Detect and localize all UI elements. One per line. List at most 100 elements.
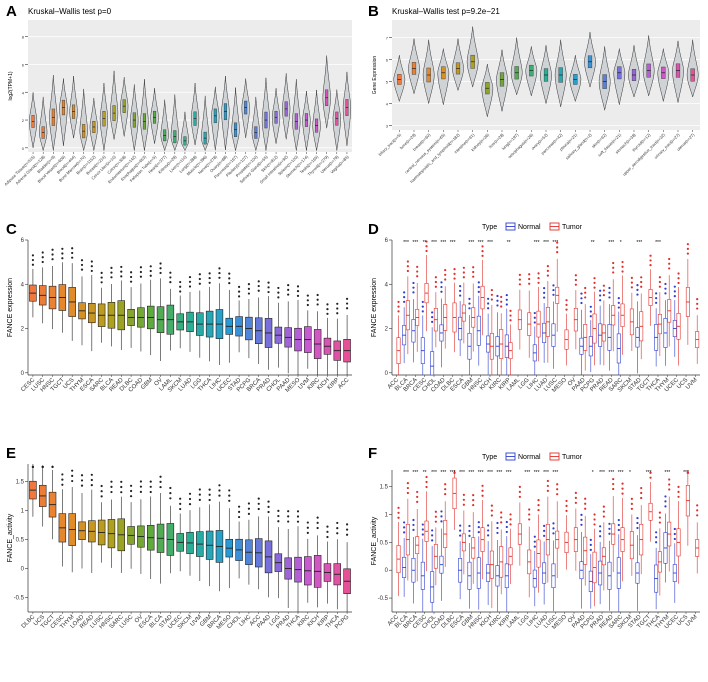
- y-axis-label: FANCE_activity: [371, 516, 378, 565]
- legend-title: Type: [482, 224, 497, 231]
- outlier: [584, 296, 587, 299]
- outlier: [459, 534, 462, 537]
- outlier: [431, 311, 434, 314]
- outlier: [468, 524, 471, 528]
- outlier: [316, 521, 319, 524]
- outlier: [434, 510, 437, 513]
- outlier: [617, 306, 620, 309]
- outlier: [218, 271, 221, 275]
- outlier: [599, 294, 602, 297]
- outlier: [677, 281, 680, 285]
- outlier: [552, 522, 555, 525]
- outlier: [556, 488, 559, 491]
- outlier: [630, 286, 633, 289]
- outlier: [589, 543, 592, 546]
- legend-title: Type: [482, 454, 497, 461]
- outlier: [537, 272, 540, 275]
- outlier: [658, 516, 661, 519]
- outlier: [277, 296, 280, 299]
- outlier: [31, 263, 35, 266]
- outlier: [518, 490, 521, 493]
- significance-label: ***: [487, 240, 493, 246]
- outlier: [198, 282, 201, 285]
- outlier: [444, 278, 447, 281]
- outlier: [31, 258, 35, 262]
- outlier: [149, 490, 152, 494]
- outlier: [655, 536, 658, 539]
- outlier: [129, 275, 133, 279]
- outlier: [552, 288, 555, 292]
- outlier: [421, 533, 424, 536]
- y-tick-label: 6: [21, 238, 25, 244]
- outlier: [655, 292, 658, 295]
- outlier: [406, 265, 409, 268]
- outlier: [51, 258, 54, 261]
- outlier: [621, 487, 624, 490]
- significance-label: ***: [534, 470, 540, 476]
- outlier: [316, 293, 319, 297]
- y-axis-label: FANCE expression: [7, 278, 14, 337]
- outlier: [425, 240, 428, 243]
- outlier: [500, 521, 503, 524]
- box: [430, 351, 435, 376]
- y-axis-label: log2(TPM+1): [8, 71, 14, 100]
- outlier: [487, 307, 490, 310]
- outlier: [574, 501, 577, 504]
- outlier: [287, 515, 290, 518]
- x-tick-label: biliary_tract(n=5): [377, 132, 402, 157]
- outlier: [462, 493, 465, 496]
- outlier: [584, 507, 587, 510]
- outlier: [397, 310, 400, 313]
- outlier: [533, 545, 536, 548]
- x-tick-label: GBM: [140, 377, 154, 391]
- outlier: [440, 510, 443, 513]
- significance-label: ***: [431, 470, 437, 476]
- outlier: [612, 271, 615, 274]
- outlier: [574, 496, 577, 499]
- panel-label-f: F: [368, 445, 377, 462]
- outlier: [617, 296, 620, 300]
- outlier: [316, 526, 319, 530]
- outlier: [159, 485, 162, 489]
- outlier: [686, 243, 689, 246]
- significance-label: ***: [683, 470, 689, 476]
- outlier: [636, 288, 639, 291]
- outlier: [546, 265, 549, 268]
- outlier: [552, 284, 555, 287]
- outlier: [599, 299, 602, 302]
- y-tick-label: 2: [21, 327, 25, 333]
- outlier: [71, 469, 74, 472]
- outlier: [336, 532, 339, 535]
- outlier: [518, 273, 521, 276]
- significance-label: ***: [543, 240, 549, 246]
- outlier: [528, 518, 531, 521]
- outlier: [120, 270, 123, 273]
- outlier: [345, 533, 349, 536]
- outlier: [326, 525, 329, 528]
- outlier: [668, 267, 671, 270]
- outlier: [198, 498, 201, 501]
- outlier: [440, 515, 443, 518]
- outlier: [228, 277, 231, 280]
- outlier: [487, 534, 490, 537]
- outlier: [257, 289, 260, 292]
- outlier: [543, 534, 546, 537]
- outlier: [649, 471, 652, 474]
- significance-label: **: [423, 470, 427, 476]
- outlier: [490, 298, 493, 301]
- outlier: [31, 465, 35, 469]
- outlier: [655, 296, 658, 300]
- outlier: [472, 494, 475, 497]
- outlier: [599, 535, 602, 538]
- outlier: [481, 489, 484, 492]
- y-tick-label: 4: [22, 90, 25, 95]
- outlier: [159, 475, 162, 478]
- significance-label: ***: [506, 470, 512, 476]
- outlier: [453, 272, 456, 275]
- outlier: [208, 272, 211, 275]
- outlier: [593, 513, 596, 516]
- outlier: [51, 253, 54, 256]
- outlier: [444, 488, 447, 491]
